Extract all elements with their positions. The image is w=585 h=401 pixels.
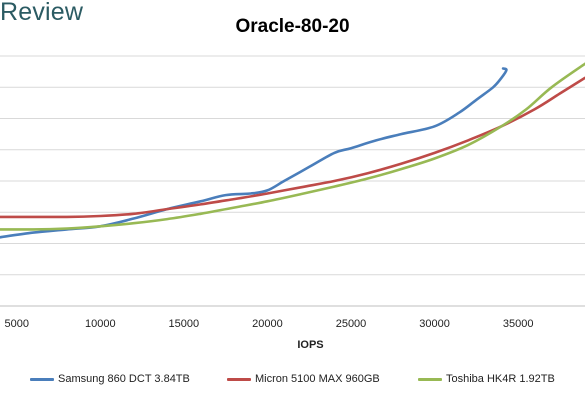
grid-lines xyxy=(0,55,585,307)
series-lines xyxy=(0,62,585,239)
x-axis-label: IOPS xyxy=(297,339,323,351)
x-tick-label: 15000 xyxy=(169,318,200,330)
legend-label-micron: Micron 5100 MAX 960GB xyxy=(255,373,380,385)
legend-item-micron[interactable]: Micron 5100 MAX 960GB xyxy=(227,373,380,385)
x-tick-label: 10000 xyxy=(85,318,116,330)
x-tick-label: 25000 xyxy=(336,318,367,330)
legend: Samsung 860 DCT 3.84TB Micron 5100 MAX 9… xyxy=(0,373,585,389)
x-tick-label: 5000 xyxy=(4,318,28,330)
x-tick-label: 20000 xyxy=(252,318,283,330)
legend-swatch-toshiba xyxy=(418,377,442,381)
legend-swatch-micron xyxy=(227,377,251,381)
legend-swatch-samsung xyxy=(30,377,54,381)
legend-label-samsung: Samsung 860 DCT 3.84TB xyxy=(58,373,190,385)
x-tick-label: 35000 xyxy=(503,318,534,330)
legend-item-toshiba[interactable]: Toshiba HK4R 1.92TB xyxy=(418,373,555,385)
chart-title: Oracle-80-20 xyxy=(235,16,350,37)
legend-item-samsung[interactable]: Samsung 860 DCT 3.84TB xyxy=(30,373,190,385)
brand-logo-text: Review xyxy=(0,0,84,26)
series-line-samsung xyxy=(0,67,508,239)
x-tick-labels: 5000 10000 15000 20000 25000 30000 35000 xyxy=(4,318,533,330)
legend-label-toshiba: Toshiba HK4R 1.92TB xyxy=(446,373,555,385)
series-line-toshiba xyxy=(0,62,585,231)
x-tick-label: 30000 xyxy=(419,318,450,330)
